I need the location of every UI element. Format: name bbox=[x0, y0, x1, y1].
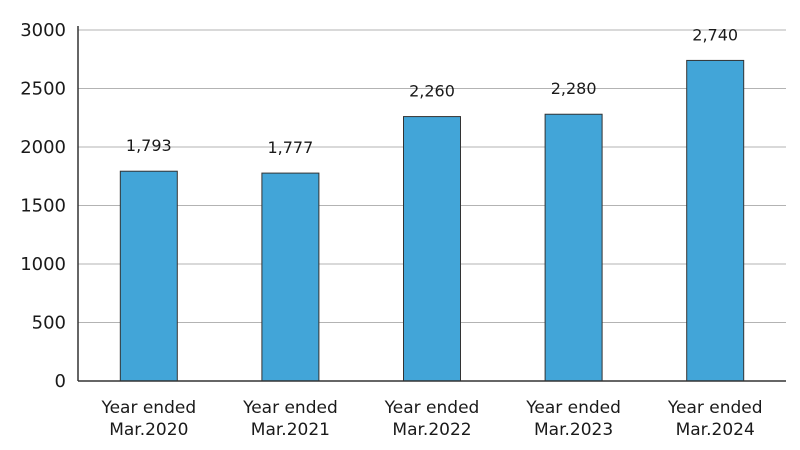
y-tick-label: 1000 bbox=[20, 254, 66, 275]
x-tick-label: Mar.2024 bbox=[676, 420, 755, 440]
axes bbox=[77, 26, 786, 382]
x-tick-label: Year ended bbox=[525, 398, 621, 418]
y-tick-label: 3000 bbox=[20, 20, 66, 41]
x-tick-label: Year ended bbox=[100, 398, 196, 418]
y-tick-label: 500 bbox=[32, 313, 66, 334]
bar bbox=[544, 113, 603, 382]
bar bbox=[261, 172, 320, 382]
x-tick-label: Year ended bbox=[384, 398, 480, 418]
y-tick-label: 2000 bbox=[20, 137, 66, 158]
y-tick-label: 1500 bbox=[20, 196, 66, 217]
data-label: 2,740 bbox=[692, 25, 738, 44]
bar bbox=[686, 59, 745, 382]
bar bbox=[119, 170, 178, 382]
data-label: 1,793 bbox=[126, 136, 172, 155]
x-tick-label: Year ended bbox=[242, 398, 338, 418]
data-label: 2,260 bbox=[409, 82, 455, 101]
data-label: 2,280 bbox=[551, 79, 597, 98]
x-tick-label: Mar.2022 bbox=[392, 420, 471, 440]
data-label: 1,777 bbox=[267, 138, 313, 157]
x-tick-label: Mar.2021 bbox=[251, 420, 330, 440]
y-tick-labels: 0 500 1000 1500 2000 2500 3000 bbox=[20, 20, 66, 392]
x-tick-label: Mar.2023 bbox=[534, 420, 613, 440]
bar bbox=[403, 116, 461, 382]
x-tick-label: Mar.2020 bbox=[109, 420, 188, 440]
x-tick-label: Year ended bbox=[667, 398, 763, 418]
y-tick-label: 0 bbox=[55, 371, 66, 392]
data-labels: 1,793 1,777 2,260 2,280 2,740 bbox=[126, 25, 738, 157]
bars bbox=[119, 59, 745, 382]
y-tick-label: 2500 bbox=[20, 79, 66, 100]
